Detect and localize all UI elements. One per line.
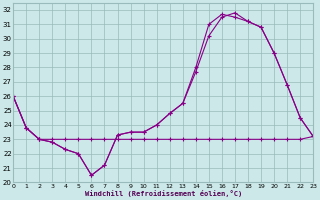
X-axis label: Windchill (Refroidissement éolien,°C): Windchill (Refroidissement éolien,°C) [84, 190, 242, 197]
